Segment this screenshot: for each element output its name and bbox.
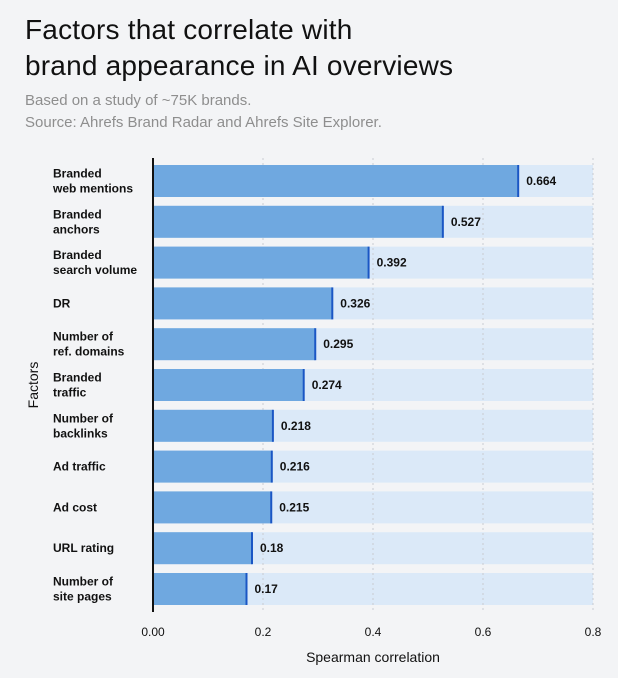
x-tick-label: 0.2 xyxy=(255,625,272,639)
category-label: Ad traffic xyxy=(53,460,106,474)
bar xyxy=(153,532,252,565)
bar xyxy=(153,328,316,361)
value-label: 0.215 xyxy=(279,500,309,514)
bar xyxy=(153,450,272,483)
value-label: 0.326 xyxy=(340,296,370,310)
category-label: DR xyxy=(53,296,71,310)
x-tick-label: 0.4 xyxy=(365,625,382,639)
value-label: 0.527 xyxy=(451,215,481,229)
value-label: 0.18 xyxy=(260,541,284,555)
value-label: 0.218 xyxy=(281,419,311,433)
category-label: Branded traffic xyxy=(53,371,102,400)
value-label: 0.216 xyxy=(280,460,310,474)
chart-subtitle-line-1: Based on a study of ~75K brands. xyxy=(25,92,252,109)
chart-subtitle-line-2: Source: Ahrefs Brand Radar and Ahrefs Si… xyxy=(25,114,382,131)
chart-title-line-2: brand appearance in AI overviews xyxy=(25,50,454,81)
value-label: 0.664 xyxy=(526,174,556,188)
value-label: 0.274 xyxy=(312,378,342,392)
x-tick-label: 0.00 xyxy=(141,625,165,639)
chart-title: Factors that correlate with brand appear… xyxy=(25,12,605,84)
category-label: Number of site pages xyxy=(53,575,114,604)
category-label: Branded web mentions xyxy=(52,167,133,196)
category-label: Number of backlinks xyxy=(53,411,114,440)
category-label: Branded anchors xyxy=(53,207,102,236)
x-tick-label: 0.6 xyxy=(475,625,492,639)
chart-title-line-1: Factors that correlate with xyxy=(25,14,353,45)
x-tick-label: 0.8 xyxy=(585,625,602,639)
value-label: 0.392 xyxy=(377,256,407,270)
category-label: Ad cost xyxy=(53,500,97,514)
category-label: URL rating xyxy=(53,541,114,555)
bar xyxy=(153,165,519,197)
value-label: 0.295 xyxy=(323,337,353,351)
x-axis-title: Spearman correlation xyxy=(306,649,440,665)
bar xyxy=(153,409,273,442)
category-label: Number of ref. domains xyxy=(53,330,125,359)
bar xyxy=(153,205,443,238)
bar xyxy=(153,246,369,279)
value-label: 0.17 xyxy=(255,582,279,596)
bar xyxy=(153,573,247,605)
bar xyxy=(153,287,333,320)
chart-subtitle: Based on a study of ~75K brands. Source:… xyxy=(25,90,605,134)
bar xyxy=(153,369,304,401)
category-label: Branded search volume xyxy=(53,248,137,277)
bar xyxy=(153,491,272,524)
y-axis-title: Factors xyxy=(25,362,41,409)
